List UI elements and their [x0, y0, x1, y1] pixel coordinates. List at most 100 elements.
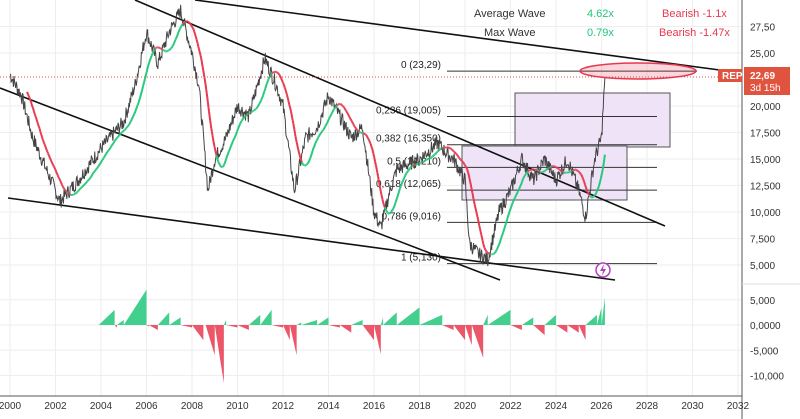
ma-segment — [79, 187, 82, 190]
ma-segment — [97, 165, 100, 168]
ma-segment — [367, 139, 371, 142]
ma-segment — [296, 144, 299, 148]
ma-segment — [104, 154, 107, 157]
ma-segment — [317, 135, 320, 138]
ma-segment — [500, 235, 503, 238]
ma-segment — [265, 84, 268, 87]
fib-retracement[interactable]: 0 (23,29) 0,236 (19,005) 0,382 (16,350) 0,5… — [376, 60, 697, 265]
ma-segment — [79, 187, 82, 190]
ma-segment — [312, 147, 315, 150]
symbol-badge — [718, 69, 742, 82]
y-tick-label: 17,500 — [750, 129, 781, 140]
target-ellipse[interactable] — [579, 62, 697, 80]
ma-segment — [513, 197, 516, 200]
ma-segment — [502, 228, 506, 232]
ma-segment — [265, 82, 269, 86]
ma-segment — [481, 237, 484, 241]
ma-segment — [476, 216, 480, 220]
ma-segment — [45, 148, 48, 152]
ma-segment — [585, 189, 589, 192]
ma-segment — [371, 148, 374, 152]
ma-segment — [174, 39, 177, 42]
oscillator-bar — [521, 317, 534, 325]
ma-segment — [402, 179, 405, 182]
ma-segment — [580, 174, 584, 177]
ma-segment — [88, 178, 91, 181]
ma-segment — [139, 92, 143, 96]
oscillator-bar — [205, 325, 215, 356]
ma-segment — [396, 193, 400, 196]
trendline-channel-lower[interactable] — [0, 87, 501, 281]
oscillator-bar — [396, 307, 420, 325]
oscillator-bar — [260, 309, 272, 325]
ma-segment — [95, 168, 98, 171]
fib-level-label: 0,618 (12,065) — [376, 179, 441, 190]
ma-segment — [72, 193, 75, 196]
x-tick-label: 2030 — [681, 401, 704, 412]
ma-segment — [593, 194, 597, 197]
ma-segment — [234, 134, 237, 137]
ma-segment — [592, 195, 595, 198]
oscillator-bar — [380, 317, 384, 325]
ma-segment — [189, 23, 192, 26]
trendline-resistance[interactable] — [194, 0, 743, 74]
ma-segment — [32, 110, 36, 114]
projection-box-upper[interactable] — [514, 92, 671, 148]
ma-segment — [343, 106, 346, 109]
ma-segment — [192, 29, 196, 32]
ma-segment — [51, 163, 55, 166]
ma-segment — [409, 166, 412, 169]
ma-segment — [146, 67, 149, 71]
ma-segment — [356, 129, 359, 132]
ma-segment — [335, 105, 338, 108]
ma-segment — [149, 56, 152, 60]
ma-segment — [487, 251, 489, 254]
ma-segment — [58, 178, 61, 181]
ma-segment — [36, 123, 40, 126]
ma-segment — [63, 188, 66, 191]
ma-segment — [227, 150, 230, 153]
ma-segment — [494, 250, 498, 253]
ma-segment — [593, 194, 596, 197]
ma-segment — [291, 119, 295, 124]
ma-segment — [379, 191, 383, 195]
ma-segment — [582, 180, 586, 184]
ma-segment — [293, 129, 296, 134]
oscillator-bar — [226, 325, 238, 328]
price-line — [9, 4, 606, 267]
ma-segment — [383, 205, 386, 208]
ma-segment — [110, 144, 113, 147]
ma-segment — [142, 81, 146, 85]
ma-segment — [212, 141, 216, 146]
ma-segment — [493, 251, 496, 254]
ma-segment — [384, 208, 387, 211]
ma-segment — [457, 156, 461, 159]
ma-segment — [280, 78, 283, 81]
oscillator-bar — [585, 314, 597, 325]
ma-segment — [64, 189, 67, 192]
ma-segment — [520, 180, 524, 183]
ma-segment — [35, 117, 38, 121]
ma-segment — [347, 114, 350, 117]
ma-segment — [92, 171, 95, 174]
ma-segment — [394, 200, 398, 203]
ma-segment — [374, 164, 378, 168]
ma-segment — [30, 101, 33, 105]
ma-segment — [452, 149, 455, 152]
ma-segment — [225, 155, 229, 158]
lightning-icon[interactable] — [595, 262, 611, 278]
ma-segment — [452, 150, 455, 153]
projection-box-lower[interactable] — [461, 145, 628, 201]
ma-segment — [38, 128, 42, 132]
x-tick-label: 2020 — [454, 401, 477, 412]
ma-segment — [259, 99, 263, 102]
ma-segment — [38, 126, 41, 129]
ma-segment — [195, 36, 198, 40]
ma-segment — [97, 164, 101, 167]
trendline-support[interactable] — [7, 197, 616, 281]
ma-segment — [581, 177, 585, 180]
ma-segment — [260, 97, 263, 101]
ma-segment — [309, 156, 312, 159]
